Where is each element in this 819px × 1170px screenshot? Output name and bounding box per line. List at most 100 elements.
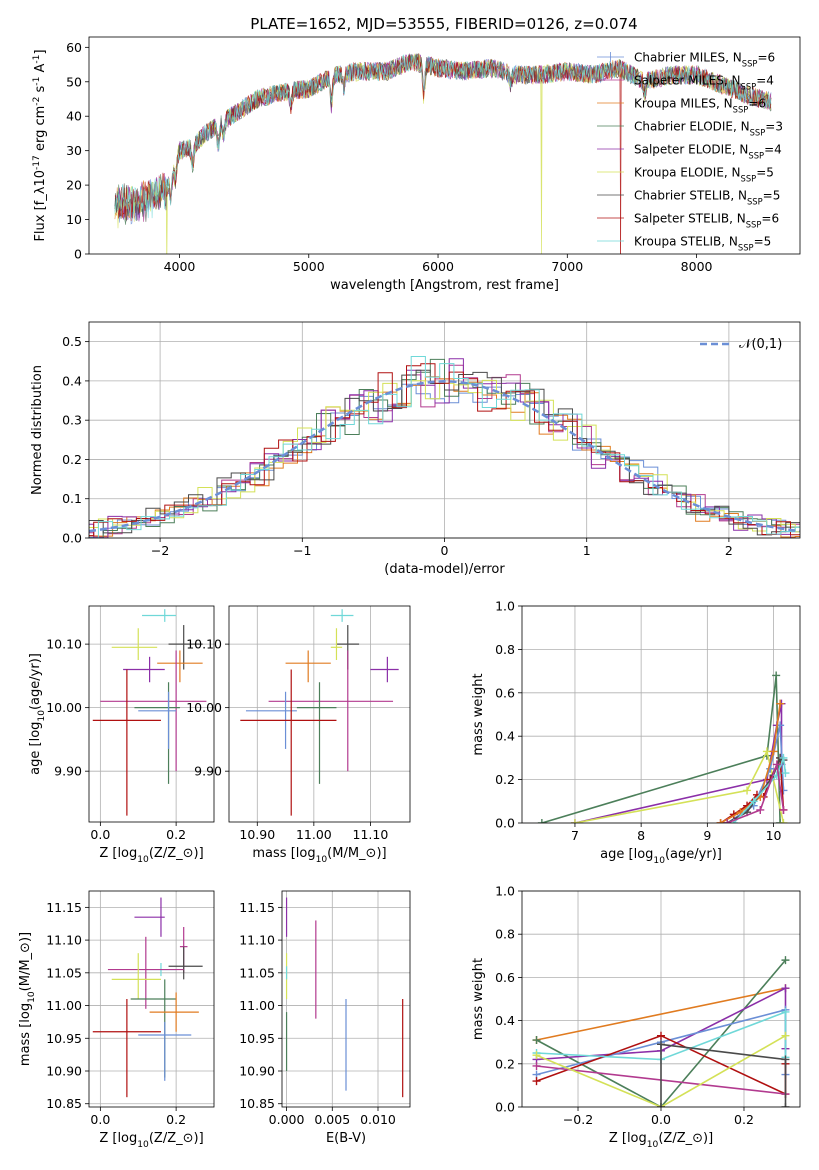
x-tick-label: 7000 <box>551 259 583 274</box>
x-tick-label: 0.2 <box>166 827 186 842</box>
y-axis-label: Normed distribution <box>30 365 45 495</box>
y-tick-label: 0.2 <box>62 452 82 467</box>
weight-marker <box>537 819 546 823</box>
y-tick-label: 11.10 <box>46 933 82 948</box>
y-tick-label: 11.05 <box>239 965 275 980</box>
y-tick-label: 10.00 <box>186 700 222 715</box>
weight-marker <box>756 805 765 814</box>
y-tick-label: 0.4 <box>495 729 515 744</box>
axes-age_vs_Z: 0.0 0.2 9.90 10.00 10.10 Z [log10(Z/Z_⊙)] age … <box>28 605 215 865</box>
histogram-kroupa-elodie <box>89 379 800 533</box>
errorbar-chabrier-stelib <box>168 625 203 670</box>
y-tick-label: 0.6 <box>495 685 515 700</box>
plot-area <box>240 609 399 816</box>
y-tick-label: 11.15 <box>46 900 82 915</box>
axes-frame <box>88 890 215 1108</box>
y-tick-label: 9.90 <box>194 764 222 779</box>
plot-area <box>89 356 800 538</box>
y-axis-label: mass weight <box>471 958 486 1040</box>
x-axis-label: Z [log10(Z/Z_⊙)] <box>99 1131 203 1150</box>
legend-label: Salpeter ELODIE, NSSP=4 <box>634 143 782 161</box>
errorbar-kroupa-stelib <box>330 609 354 622</box>
x-axis-label: age [log10(age/yr)] <box>600 847 722 866</box>
legend-label: Chabrier MILES, NSSP=6 <box>634 51 775 69</box>
weight-series-salpeter-miles <box>723 760 788 823</box>
x-axis-label: wavelength [Angstrom, rest frame] <box>330 278 559 293</box>
weight-marker <box>657 1031 665 1040</box>
errorbar-kroupa-elodie <box>330 628 343 660</box>
weight-marker <box>781 956 790 965</box>
y-axis-label: age [log10(age/yr)] <box>28 653 47 775</box>
axes-age_vs_mass: 10.90 11.00 11.10 9.90 10.00 10.10 mass [log10… <box>186 605 411 865</box>
y-tick-label: 0.6 <box>495 970 515 985</box>
weight-marker <box>781 984 790 993</box>
errorbar-kroupa-elodie <box>111 953 161 999</box>
x-tick-label: 0 <box>441 543 449 558</box>
y-tick-label: 0.0 <box>62 531 82 546</box>
weight-marker <box>772 671 781 680</box>
y-tick-label: 10.10 <box>186 637 222 652</box>
x-tick-label: 0.2 <box>734 1112 754 1127</box>
errorbar-salpeter-elodie <box>134 897 165 937</box>
histogram-kroupa-stelib <box>89 356 800 538</box>
x-tick-label: 0.0 <box>90 1112 110 1127</box>
x-tick-label: 10 <box>766 828 782 843</box>
weight-marker <box>779 805 788 814</box>
figure-title: PLATE=1652, MJD=53555, FIBERID=0126, z=0… <box>250 15 637 33</box>
x-tick-label: 0.010 <box>360 1112 396 1127</box>
y-tick-label: 30 <box>66 143 82 158</box>
y-tick-label: 11.15 <box>239 900 275 915</box>
legend-label: Salpeter MILES, NSSP=4 <box>634 74 774 92</box>
errorbar-kroupa-miles <box>285 650 331 683</box>
histogram-chabrier-elodie <box>89 358 800 538</box>
axes-frame <box>228 605 411 823</box>
y-tick-label: 11.00 <box>46 998 82 1013</box>
y-tick-label: 11.00 <box>239 998 275 1013</box>
weight-line <box>536 987 786 1041</box>
x-axis-label: Z [log10(Z/Z_⊙)] <box>99 846 203 865</box>
x-tick-label: 1 <box>583 543 591 558</box>
weight-marker <box>776 819 785 823</box>
weight-marker <box>716 819 725 823</box>
axes-frame <box>88 605 215 823</box>
weight-line <box>541 675 781 823</box>
x-axis-label: Z [log10(Z/Z_⊙)] <box>609 1131 713 1150</box>
y-tick-label: 10.85 <box>46 1096 82 1111</box>
weight-line <box>536 1035 786 1107</box>
y-tick-label: 0.8 <box>495 642 515 657</box>
weight-marker <box>781 1103 790 1107</box>
legend-label: 𝒩(0,1) <box>739 337 782 352</box>
x-tick-label: 0.000 <box>269 1112 305 1127</box>
weight-marker <box>772 771 781 780</box>
plot-area <box>114 52 772 254</box>
weight-marker <box>776 699 785 708</box>
errorbar-chabrier-miles <box>138 691 177 749</box>
errorbar-chabrier-elodie <box>296 682 337 784</box>
y-axis-label: Flux [f_λ10-17 erg cm-2 s-1 A-1] <box>32 49 48 241</box>
plot-area <box>537 671 790 823</box>
y-tick-label: 0.3 <box>62 413 82 428</box>
errorbar-salpeter-miles <box>268 650 394 772</box>
y-tick-label: 10.85 <box>239 1096 275 1111</box>
y-tick-label: 0 <box>74 247 82 262</box>
errorbar-chabrier-elodie <box>134 682 180 784</box>
weight-line <box>574 749 785 823</box>
spectrum-legend: Chabrier MILES, NSSP=6 Salpeter MILES, NS… <box>597 51 783 253</box>
x-axis-label: mass [log10(M/M_⊙)] <box>252 846 386 865</box>
weight-marker <box>743 786 752 795</box>
axes-spectrum: 4000 5000 6000 7000 8000 0 10 20 30 40 50 60 wavelen… <box>32 36 801 293</box>
weight-marker <box>779 819 788 823</box>
weight-marker <box>657 1040 665 1049</box>
errorbar-kroupa-stelib <box>142 609 177 622</box>
legend-label: Chabrier ELODIE, NSSP=3 <box>634 120 783 138</box>
weight-marker <box>532 1051 541 1060</box>
y-tick-label: 10.10 <box>46 637 82 652</box>
y-tick-label: 1.0 <box>495 599 515 614</box>
weight-marker <box>781 1031 790 1040</box>
legend-label: Kroupa ELODIE, NSSP=5 <box>634 166 774 184</box>
x-tick-label: 4000 <box>164 259 196 274</box>
y-tick-label: 0.8 <box>495 927 515 942</box>
x-tick-label: 11.00 <box>296 827 332 842</box>
x-tick-label: 0.0 <box>90 827 110 842</box>
x-tick-label: 2 <box>725 543 733 558</box>
